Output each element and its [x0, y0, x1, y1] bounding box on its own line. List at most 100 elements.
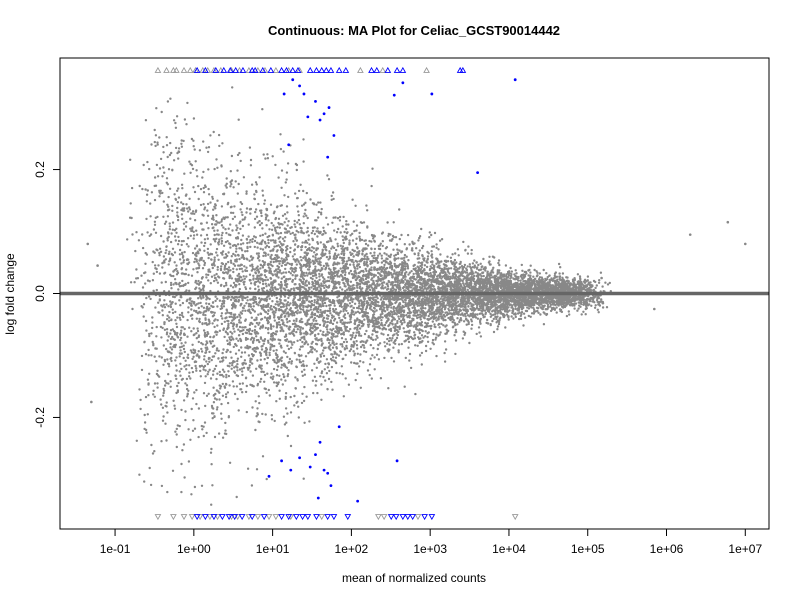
significant-point — [322, 112, 326, 116]
clipped-up-triangle — [251, 66, 259, 73]
significant-point — [327, 106, 331, 109]
clipped-up-triangle — [163, 66, 170, 73]
clipped-up-triangle — [212, 66, 220, 73]
clipped-up-triangle — [368, 66, 375, 73]
clipped-down-triangle — [225, 514, 233, 521]
clipped-up-triangle — [379, 66, 387, 73]
clipped-up-triangle — [220, 66, 228, 73]
clipped-up-triangle — [232, 66, 240, 73]
clipped-down-triangle — [265, 514, 273, 521]
significant-point — [401, 81, 405, 85]
clipped-up-triangle — [294, 66, 302, 73]
significant-point — [291, 78, 295, 82]
clipped-down-triangle — [285, 514, 293, 521]
significant-point — [314, 99, 317, 103]
clipped-down-triangle — [210, 514, 218, 521]
clipped-down-triangle — [193, 514, 201, 521]
y-tick-label: 0.0 — [33, 285, 47, 302]
clipped-down-triangle — [344, 514, 352, 521]
clipped-up-triangle — [289, 66, 297, 73]
significant-point — [332, 134, 336, 137]
significant-point — [326, 471, 330, 475]
clipped-down-triangle — [330, 514, 338, 521]
significant-point — [430, 92, 434, 96]
x-tick-label: 1e+04 — [492, 542, 526, 556]
clipped-down-triangle — [511, 514, 519, 521]
clipped-down-triangle — [188, 514, 196, 521]
clipped-down-triangle — [260, 514, 268, 521]
clipped-down-triangle — [272, 514, 280, 521]
clipped-down-triangle — [421, 514, 428, 521]
clipped-up-triangle — [272, 66, 280, 73]
significant-point — [316, 496, 320, 500]
significant-point — [267, 474, 271, 478]
y-axis: -0.2 0.0 0.2 — [33, 161, 60, 428]
clipped-down-triangle — [380, 514, 388, 521]
significant-point — [287, 143, 291, 147]
clipped-up-triangle — [373, 66, 381, 73]
clipped-up-triangle — [259, 66, 267, 73]
significant-point — [513, 78, 517, 82]
significant-point — [395, 459, 399, 463]
clipped-up-triangle — [306, 66, 314, 73]
clipped-down-triangle — [318, 514, 326, 521]
clipped-up-triangle — [283, 66, 290, 73]
clipped-up-triangle — [154, 66, 162, 73]
clipped-points — [154, 66, 519, 521]
significant-point — [282, 92, 286, 96]
significant-point — [322, 468, 326, 472]
clipped-up-triangle — [236, 66, 243, 73]
significant-point — [306, 115, 310, 119]
y-tick-label: -0.2 — [33, 407, 47, 428]
clipped-up-triangle — [335, 66, 343, 73]
clipped-down-triangle — [206, 514, 214, 521]
clipped-down-triangle — [428, 514, 436, 521]
background-point-cloud — [126, 86, 613, 506]
outlier-point — [600, 276, 603, 280]
x-axis: 1e-01 1e+00 1e+01 1e+02 1e+03 1e+04 1e+05 1e+06… — [100, 529, 762, 556]
x-tick-label: 1e+00 — [177, 542, 211, 556]
clipped-up-triangle — [239, 66, 247, 73]
significant-point — [326, 155, 330, 159]
outlier-point — [726, 220, 730, 224]
x-tick-label: 1e+07 — [728, 542, 762, 556]
clipped-down-triangle — [238, 514, 246, 521]
x-tick-label: 1e+05 — [571, 542, 605, 556]
clipped-down-triangle — [170, 514, 177, 521]
clipped-up-triangle — [393, 66, 401, 73]
clipped-down-triangle — [324, 514, 332, 521]
significant-point — [392, 93, 396, 97]
clipped-up-triangle — [172, 66, 180, 73]
clipped-down-triangle — [392, 514, 400, 521]
significant-points — [267, 78, 517, 503]
clipped-down-triangle — [387, 514, 395, 521]
clipped-up-triangle — [322, 66, 330, 73]
clipped-down-triangle — [231, 514, 239, 521]
x-tick-label: 1e+02 — [335, 542, 369, 556]
clipped-up-triangle — [193, 66, 201, 73]
clipped-up-triangle — [357, 66, 364, 73]
clipped-down-triangle — [404, 514, 412, 521]
x-tick-label: 1e+06 — [650, 542, 684, 556]
clipped-down-triangle — [218, 514, 226, 521]
clipped-up-triangle — [318, 66, 326, 73]
significant-point — [298, 456, 301, 460]
outlier-point — [688, 233, 692, 236]
clipped-up-triangle — [327, 66, 335, 73]
significant-point — [329, 484, 333, 488]
clipped-up-triangle — [180, 66, 188, 73]
clipped-down-triangle — [245, 514, 253, 521]
clipped-up-triangle — [384, 66, 392, 73]
clipped-up-triangle — [399, 66, 407, 73]
y-axis-label: log fold change — [3, 253, 17, 335]
significant-point — [314, 453, 317, 457]
significant-point — [298, 84, 301, 88]
outlier-point — [86, 242, 90, 246]
significant-point — [318, 440, 322, 444]
clipped-down-triangle — [313, 514, 320, 521]
clipped-down-triangle — [214, 514, 221, 521]
x-tick-label: 1e+03 — [413, 542, 447, 556]
clipped-up-triangle — [267, 66, 275, 73]
x-axis-label: mean of normalized counts — [342, 571, 486, 585]
